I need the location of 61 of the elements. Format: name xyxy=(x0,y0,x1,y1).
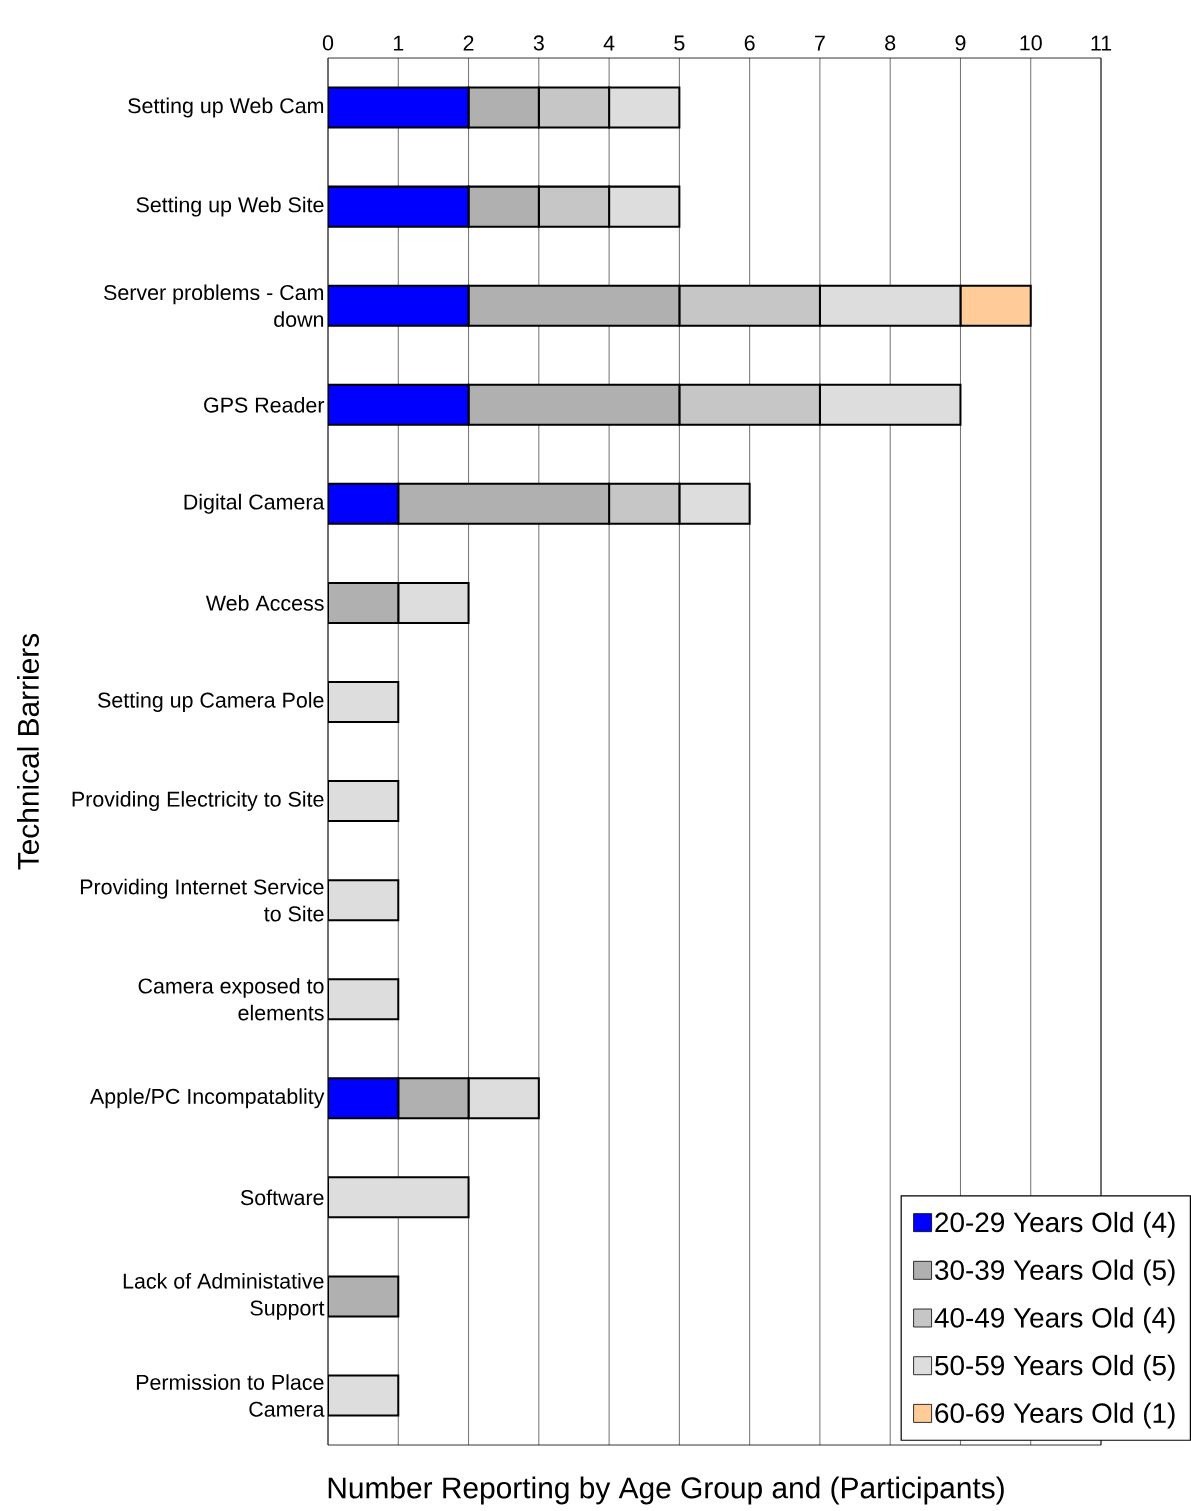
legend-label: 40-49 Years Old (4) xyxy=(934,1307,1175,1334)
bar xyxy=(328,1374,400,1417)
bar xyxy=(328,978,400,1021)
x-tick-label: 5 xyxy=(674,35,685,51)
x-tick-label: 3 xyxy=(533,35,544,51)
y-tick-label: GPS Reader xyxy=(204,396,325,413)
bar xyxy=(467,383,681,426)
bar xyxy=(328,482,400,525)
x-tick-label: 7 xyxy=(815,35,825,51)
bar xyxy=(608,185,681,228)
x-tick-label: 1 xyxy=(393,35,404,51)
y-tick-label: Setting up Web Site xyxy=(136,196,324,217)
bar xyxy=(328,581,400,624)
y-tick-label: Permission to Place Camera xyxy=(136,1374,325,1417)
bar xyxy=(397,581,470,624)
x-tick-label: 10 xyxy=(1020,35,1042,51)
bar xyxy=(328,1176,470,1219)
x-tick-label: 11 xyxy=(1091,35,1112,51)
bar xyxy=(537,185,611,228)
x-tick-label: 8 xyxy=(885,35,896,51)
legend-label: 50-59 Years Old (5) xyxy=(935,1354,1175,1381)
bar xyxy=(328,780,400,823)
bar xyxy=(397,1077,470,1120)
bar xyxy=(818,383,962,426)
bar xyxy=(328,680,400,723)
x-tick-label: 6 xyxy=(744,35,755,51)
bar xyxy=(328,185,470,228)
legend-label: 30-39 Years Old (5) xyxy=(935,1259,1175,1286)
legend-label: 20-29 Years Old (4) xyxy=(935,1211,1175,1238)
y-tick-label: Providing Electricity to Site xyxy=(72,791,324,812)
y-tick-label: Digital Camera xyxy=(184,493,325,514)
y-tick-label: Server problems - Cam down xyxy=(104,284,324,328)
bar xyxy=(608,86,681,129)
x-tick-label: 4 xyxy=(603,35,615,51)
bar xyxy=(818,284,962,327)
bar xyxy=(328,284,470,327)
bar xyxy=(328,1275,400,1318)
bar xyxy=(328,383,470,426)
y-tick-label: Setting up Camera Pole xyxy=(98,692,324,712)
bar xyxy=(467,185,540,228)
y-tick-label: Software xyxy=(240,1189,324,1206)
bar xyxy=(678,482,751,525)
bar xyxy=(467,86,540,129)
x-tick-label: 0 xyxy=(322,35,334,51)
y-tick-label: Lack of Administative Support xyxy=(123,1272,325,1320)
y-tick-label: Providing Internet Service to Site xyxy=(80,878,324,922)
x-tick-label: 9 xyxy=(955,35,966,51)
y-tick-label: Setting up Web Cam xyxy=(128,97,324,118)
y-tick-label: Camera exposed to elements xyxy=(138,977,324,1021)
legend-label: 60-69 Years Old (1) xyxy=(935,1402,1175,1429)
bar xyxy=(467,1077,540,1120)
bar xyxy=(328,1077,400,1120)
bar xyxy=(467,284,681,327)
x-axis-title: Number Reporting by Age Group and (Participants) xyxy=(328,1476,1004,1505)
bar xyxy=(328,86,470,129)
y-tick-label: Web Access xyxy=(205,595,324,611)
bar xyxy=(397,482,611,525)
bar xyxy=(328,879,400,922)
y-tick-label: Apple/PC Incompatablity xyxy=(89,1088,325,1109)
y-axis-title: Technical Barriers xyxy=(17,633,39,870)
x-tick-label: 2 xyxy=(463,35,474,51)
